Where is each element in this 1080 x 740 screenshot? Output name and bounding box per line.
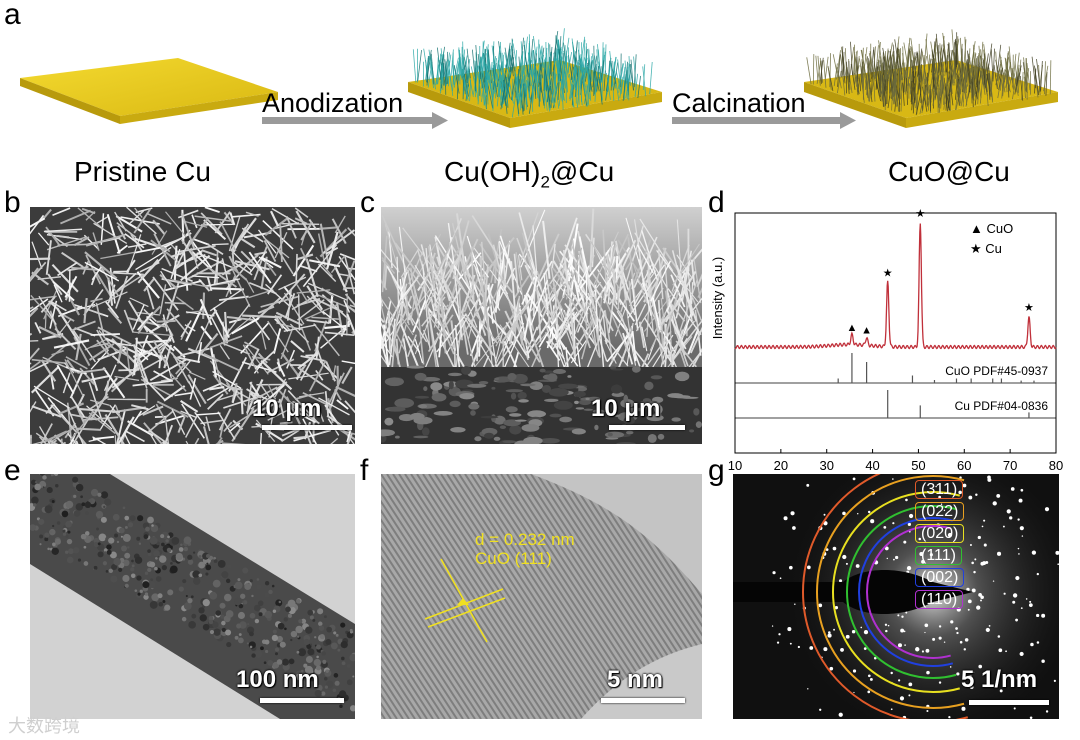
xrd-chart: 10203040506070802 Theta (degree)Intensit… — [710, 208, 1063, 473]
x-tick-label: 50 — [911, 458, 925, 473]
peak-marker: ★ — [915, 208, 925, 220]
x-tick-label: 60 — [957, 458, 971, 473]
panel-label-a: a — [4, 0, 21, 31]
panel-label-e: e — [4, 454, 21, 487]
x-tick-label: 70 — [1003, 458, 1017, 473]
legend-entry: ▲ CuO — [970, 221, 1013, 236]
calcination-arrow — [672, 112, 856, 129]
x-tick-label: 30 — [819, 458, 833, 473]
reference-label: CuO PDF#45-0937 — [945, 364, 1048, 378]
scale-label-c: 10 μm — [591, 395, 661, 422]
watermark: 大数跨境 — [8, 716, 80, 736]
x-tick-label: 20 — [774, 458, 788, 473]
panel-label-c: c — [360, 186, 375, 219]
y-axis-label: Intensity (a.u.) — [710, 257, 725, 339]
sem-top-image: 10 μm — [30, 207, 355, 444]
saed-ring-label: (002) — [915, 568, 965, 587]
hrtem-image: d = 0.232 nm CuO (111) 5 nm — [381, 474, 702, 719]
panel-label-g: g — [708, 454, 725, 487]
oxide-slab — [804, 29, 1058, 128]
x-tick-label: 40 — [865, 458, 879, 473]
scale-bar-g — [969, 700, 1049, 705]
pristine-cu-slab — [20, 58, 278, 124]
peak-marker: ★ — [1024, 302, 1034, 314]
legend-entry: ★ Cu — [970, 241, 1002, 256]
peak-marker: ★ — [883, 268, 893, 280]
lattice-plane-label: CuO (111) — [475, 549, 552, 568]
calcination-label: Calcination — [672, 88, 806, 118]
panel-label-b: b — [4, 186, 21, 219]
scale-bar-e — [260, 698, 344, 703]
hydroxide-slab — [408, 28, 662, 128]
anodization-label: Anodization — [262, 88, 404, 118]
saed-pattern-image: (311) (022) (020) (111) (002) (110) 5 1/nm — [733, 474, 1059, 719]
peak-marker: ▲ — [846, 322, 857, 334]
peak-marker: ▲ — [861, 325, 872, 337]
scale-label-b: 10 μm — [252, 395, 322, 422]
scale-bar-c — [609, 425, 685, 430]
anodization-arrow — [262, 112, 448, 129]
oxide-label: CuO@Cu — [888, 156, 1010, 187]
scale-label-f: 5 nm — [607, 666, 664, 693]
saed-ring-label: (311) — [915, 480, 964, 499]
panel-label-f: f — [360, 454, 369, 487]
x-tick-label: 80 — [1049, 458, 1063, 473]
reference-label: Cu PDF#04-0836 — [955, 399, 1049, 413]
xrd-series-line — [734, 223, 1057, 350]
saed-ring-label: (020) — [915, 524, 965, 543]
x-tick-label: 10 — [728, 458, 742, 473]
scale-label-g: 5 1/nm — [961, 666, 1038, 693]
tem-nanowire-image: 100 nm — [30, 474, 355, 719]
schematic-diagram — [20, 28, 1058, 129]
pristine-cu-label: Pristine Cu — [74, 156, 211, 187]
scale-label-e: 100 nm — [236, 666, 319, 693]
sem-cross-section-image: 10 μm — [381, 207, 702, 444]
d-spacing-label: d = 0.232 nm — [475, 530, 575, 549]
panel-label-d: d — [708, 186, 725, 219]
saed-ring-label: (022) — [915, 502, 965, 521]
scale-bar-b — [262, 425, 352, 430]
scale-bar-f — [601, 698, 685, 703]
hydroxide-label: Cu(OH)2@Cu — [444, 156, 615, 192]
saed-ring-label: (110) — [915, 590, 964, 609]
saed-ring-label: (111) — [915, 546, 962, 565]
